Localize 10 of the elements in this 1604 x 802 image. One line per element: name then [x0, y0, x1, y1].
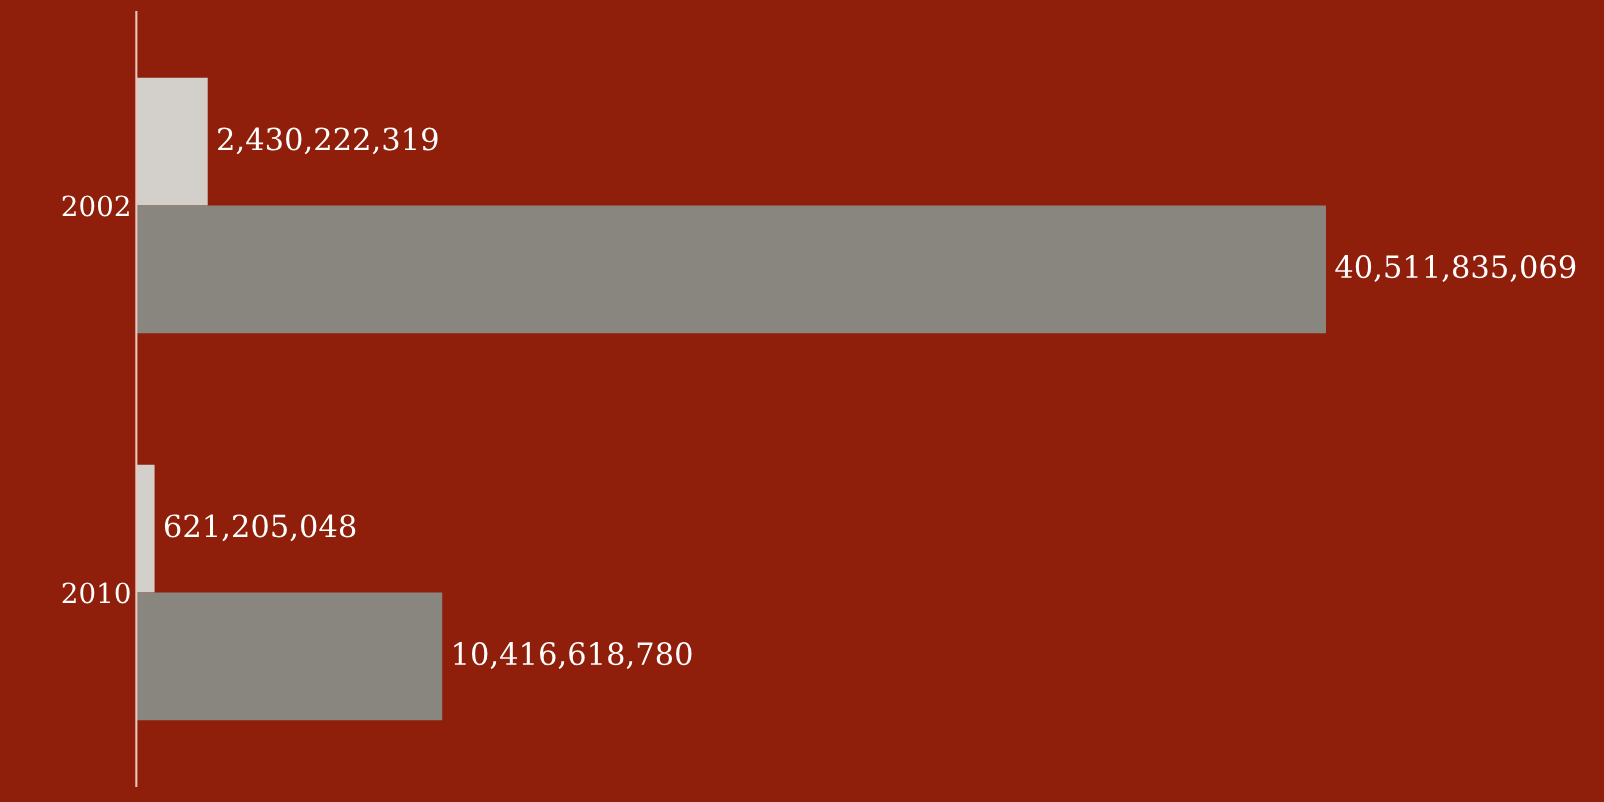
bar — [136, 77, 208, 206]
y-tick-label: 2002 — [62, 195, 129, 217]
data-label: 10,416,618,780 — [454, 642, 692, 669]
y-tick-label: 2010 — [62, 582, 130, 604]
data-label: 621,205,048 — [164, 514, 356, 542]
data-label: 40,511,835,069 — [1335, 255, 1576, 282]
bar — [136, 592, 443, 721]
bar — [136, 205, 1326, 334]
data-label: 2,430,222,319 — [218, 127, 438, 155]
bar — [136, 464, 155, 593]
